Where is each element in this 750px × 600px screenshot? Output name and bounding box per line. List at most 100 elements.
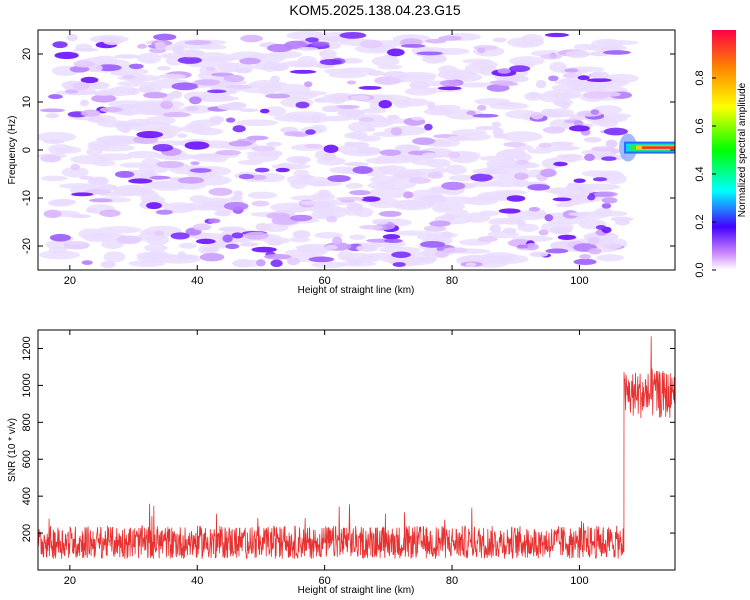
noise-blob — [391, 251, 411, 258]
noise-blob — [222, 234, 233, 243]
noise-blob — [80, 109, 101, 117]
noise-haze — [235, 119, 279, 127]
noise-haze — [316, 212, 346, 219]
noise-blob — [394, 144, 421, 153]
noise-haze — [410, 156, 436, 166]
x-tick-label: 60 — [319, 275, 331, 287]
noise-blob — [223, 201, 249, 211]
noise-haze — [237, 159, 263, 165]
noise-haze — [506, 210, 548, 221]
noise-blob — [251, 246, 277, 253]
noise-blob — [43, 209, 62, 219]
colorbar-tick-label: 0.6 — [694, 118, 706, 133]
noise-haze — [578, 80, 597, 90]
noise-blob — [556, 154, 583, 159]
noise-haze — [365, 157, 397, 165]
noise-haze — [400, 98, 429, 107]
noise-blob — [372, 218, 389, 225]
noise-blob — [470, 173, 493, 182]
noise-blob — [290, 214, 313, 222]
noise-blob — [266, 212, 291, 220]
noise-blob — [475, 126, 500, 131]
noise-blob — [441, 213, 456, 221]
noise-blob — [492, 37, 507, 43]
noise-blob — [114, 170, 135, 178]
noise-blob — [495, 102, 522, 107]
noise-blob — [305, 37, 319, 43]
noise-blob — [229, 102, 247, 110]
colorbar — [712, 30, 736, 270]
noise-blob — [170, 90, 183, 99]
noise-blob — [601, 241, 623, 250]
noise-blob — [269, 63, 289, 71]
noise-blob — [153, 33, 177, 41]
noise-haze — [340, 210, 364, 216]
noise-blob — [337, 108, 364, 118]
bottom-axes: 20 40 60 80 100 200 400 600 800 1000 1200 — [21, 330, 675, 587]
noise-blob — [549, 141, 574, 146]
noise-haze — [311, 261, 348, 269]
noise-blob — [283, 131, 305, 137]
x-tick-label: 80 — [446, 575, 458, 587]
noise-blob — [573, 120, 584, 127]
noise-blob — [91, 94, 117, 103]
noise-blob — [592, 177, 608, 182]
noise-blob — [143, 92, 168, 99]
noise-blob — [52, 41, 68, 49]
noise-blob — [318, 51, 328, 56]
y-tick-label: 200 — [21, 524, 33, 542]
noise-blob — [189, 96, 202, 105]
noise-blob — [378, 210, 402, 217]
noise-haze — [438, 65, 458, 75]
noise-blob — [287, 257, 300, 266]
noise-blob — [232, 125, 246, 133]
noise-blob — [573, 178, 586, 183]
noise-haze — [178, 242, 197, 249]
noise-blob — [420, 240, 446, 248]
noise-blob — [605, 139, 618, 148]
noise-blob — [565, 50, 590, 58]
noise-haze — [108, 136, 130, 144]
noise-blob — [240, 34, 263, 43]
noise-blob — [409, 81, 430, 90]
noise-blob — [466, 110, 476, 116]
noise-haze — [432, 203, 451, 213]
noise-haze — [165, 55, 185, 66]
noise-haze — [458, 256, 485, 262]
noise-haze — [554, 79, 583, 86]
noise-blob — [152, 143, 174, 152]
noise-blob — [527, 183, 551, 191]
noise-blob — [79, 99, 89, 107]
noise-haze — [297, 244, 333, 254]
noise-blob — [392, 262, 406, 268]
noise-blob — [339, 32, 367, 39]
noise-blob — [427, 171, 444, 179]
noise-blob — [476, 104, 487, 111]
noise-haze — [469, 181, 505, 187]
noise-haze — [136, 52, 162, 64]
noise-blob — [322, 153, 337, 161]
noise-blob — [225, 243, 240, 250]
noise-haze — [40, 175, 68, 182]
noise-blob — [66, 33, 78, 42]
noise-blob — [295, 101, 310, 109]
noise-blob — [440, 231, 453, 239]
noise-haze — [345, 182, 364, 189]
top-y-axis-label: Frequency (Hz) — [7, 116, 18, 185]
noise-blob — [244, 231, 269, 240]
noise-blob — [603, 127, 628, 136]
noise-blob — [491, 121, 502, 128]
noise-blob — [69, 214, 91, 219]
colorbar-tick-label: 0.0 — [694, 262, 706, 277]
noise-blob — [429, 220, 451, 227]
noise-blob — [423, 225, 447, 232]
noise-blob — [189, 168, 212, 173]
noise-haze — [323, 68, 361, 75]
noise-blob — [255, 222, 270, 232]
noise-blob — [382, 71, 408, 79]
noise-haze — [367, 94, 412, 105]
noise-blob — [489, 224, 501, 233]
noise-haze — [39, 250, 81, 260]
noise-blob — [97, 184, 118, 191]
noise-blob — [207, 89, 227, 94]
